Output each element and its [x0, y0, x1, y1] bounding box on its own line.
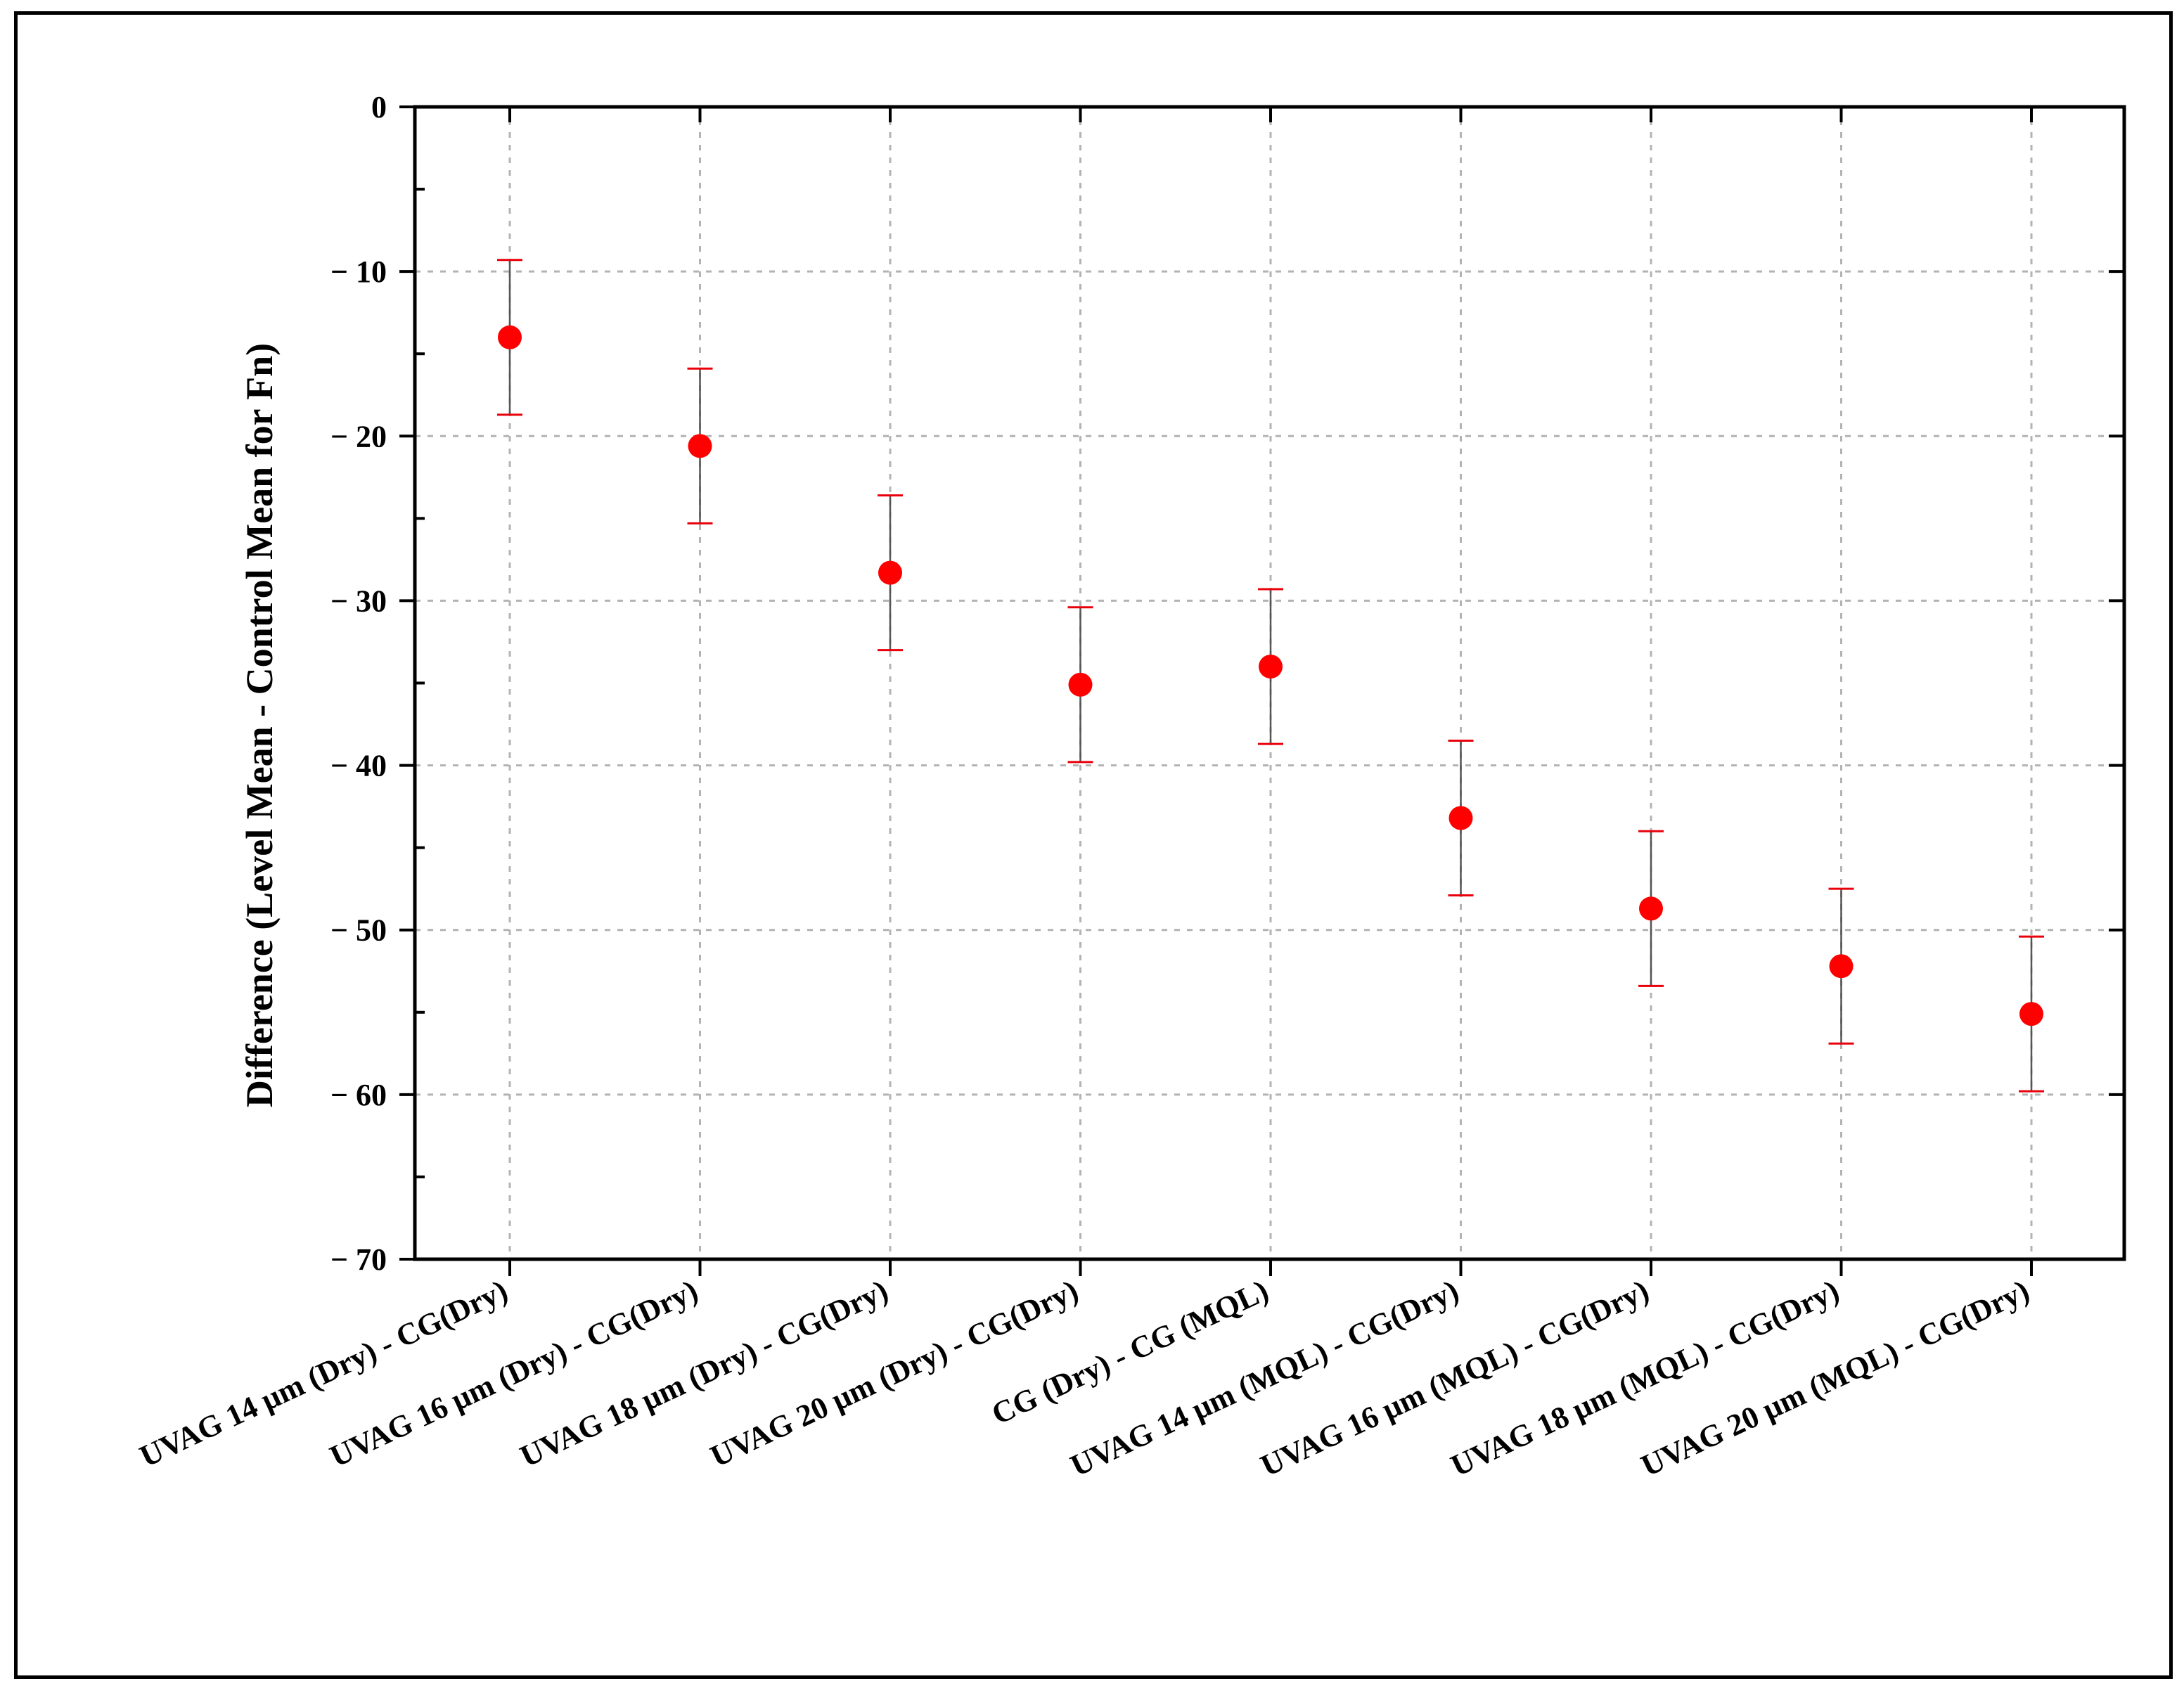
y-tick-label: − 10: [330, 255, 387, 289]
y-tick-label: − 70: [330, 1242, 387, 1277]
data-points: [498, 325, 2043, 1026]
data-point: [1448, 806, 1473, 830]
data-point: [878, 560, 902, 585]
data-point: [688, 434, 712, 458]
data-point: [498, 325, 522, 349]
y-tick-label: 0: [371, 90, 387, 124]
data-point: [2019, 1002, 2043, 1026]
y-tick-labels: 0 − 10 − 20 − 30 − 40 − 50 − 60 − 70: [330, 90, 387, 1277]
tick-marks: [399, 105, 2124, 1276]
y-tick-label: − 50: [330, 913, 387, 948]
x-category-label: UVAG 16 µm (Dry) - CG(Dry): [325, 1273, 703, 1474]
y-tick-label: − 30: [330, 584, 387, 618]
y-tick-label: − 40: [330, 749, 387, 783]
data-point: [1829, 954, 1854, 979]
x-category-label: UVAG 18 µm (Dry) - CG(Dry): [515, 1273, 893, 1474]
data-point: [1068, 672, 1093, 697]
chart-svg: 0 − 10 − 20 − 30 − 40 − 50 − 60 − 70 UVAG 14 µm…: [134, 90, 2126, 1483]
chart-frame: 0 − 10 − 20 − 30 − 40 − 50 − 60 − 70 UVAG 14 µm…: [14, 11, 2173, 1679]
data-point: [1259, 655, 1283, 679]
x-tick-labels: UVAG 14 µm (Dry) - CG(Dry)UVAG 16 µm (Dr…: [134, 1273, 2034, 1483]
y-tick-label: − 20: [330, 419, 387, 453]
grid-lines: [415, 107, 2124, 1259]
data-point: [1639, 896, 1663, 921]
y-axis-title: Difference (Level Mean - Control Mean fo…: [238, 343, 281, 1107]
error-bars: [497, 259, 2044, 1093]
x-category-label: UVAG 14 µm (Dry) - CG(Dry): [134, 1273, 513, 1474]
y-tick-label: − 60: [330, 1078, 387, 1112]
x-category-label: UVAG 20 µm (Dry) - CG(Dry): [705, 1273, 1084, 1474]
